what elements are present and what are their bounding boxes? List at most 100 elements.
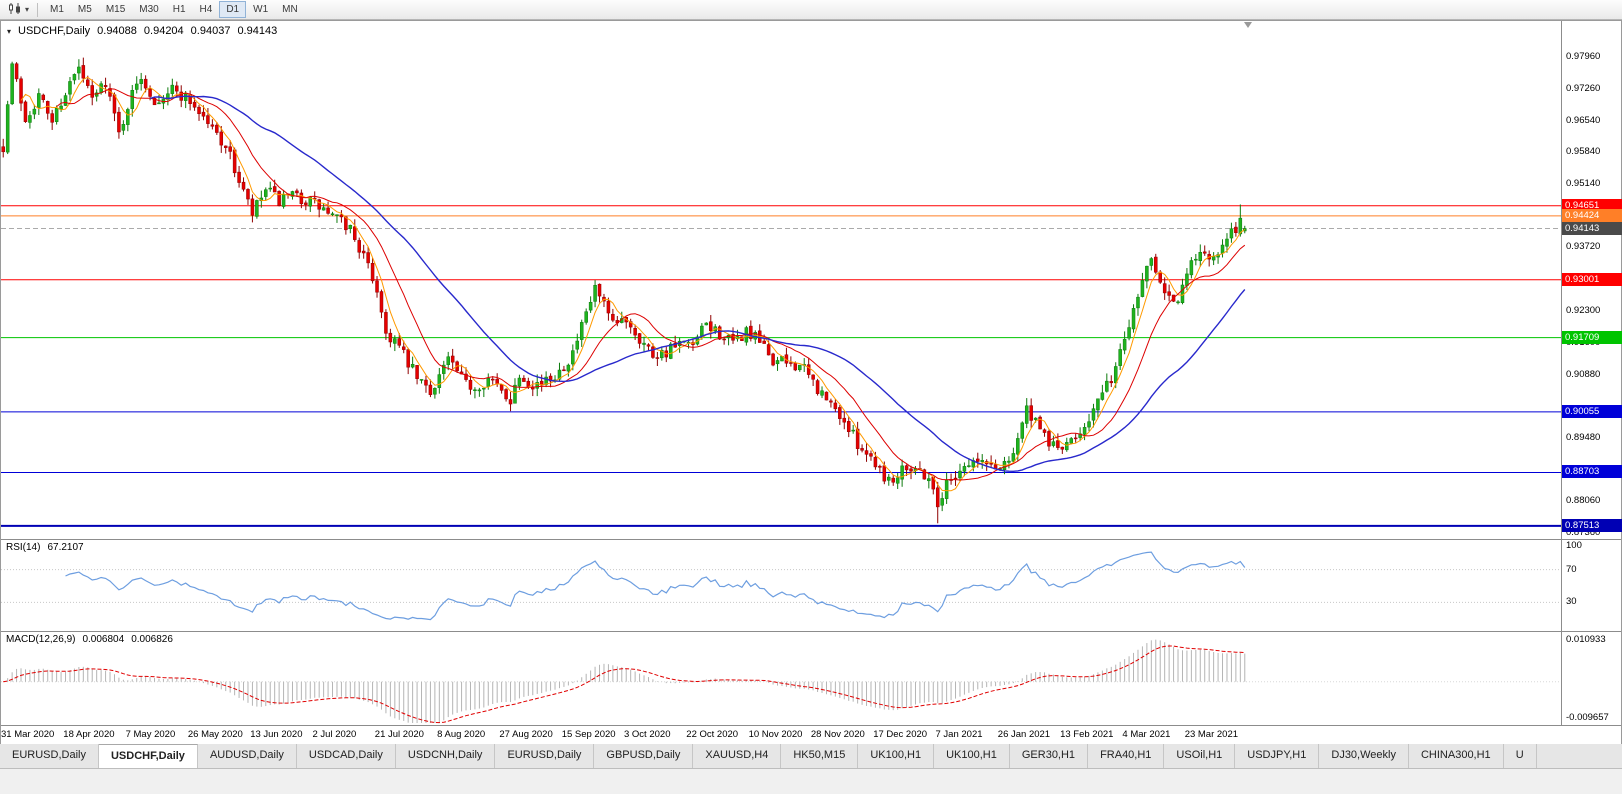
- price-tick: 0.93720: [1566, 241, 1601, 253]
- timeframe-h1[interactable]: H1: [166, 1, 193, 18]
- rsi-label: RSI(14): [6, 542, 41, 553]
- date-label: 7 Jan 2021: [935, 729, 983, 740]
- timeframe-buttons: M1 M5 M15 M30 H1 H4 D1 W1 MN: [43, 1, 305, 18]
- rsi-panel[interactable]: RSI(14) 67.2107 100 70 30: [1, 539, 1621, 631]
- date-label: 2 Jul 2020: [312, 729, 357, 740]
- price-tick: 0.97960: [1566, 51, 1601, 63]
- ohlc-low: 0.94037: [190, 25, 231, 37]
- macd-panel[interactable]: MACD(12,26,9) 0.006804 0.006826 0.010933…: [1, 631, 1621, 725]
- date-label: 13 Feb 2021: [1060, 729, 1114, 740]
- date-label: 27 Aug 2020: [499, 729, 553, 740]
- price-tick: 0.88060: [1566, 495, 1601, 507]
- chart-tab-china300-h1[interactable]: CHINA300,H1: [1408, 744, 1504, 768]
- level-price-label: 0.94424: [1562, 208, 1622, 222]
- chart-tab-uk100-h1[interactable]: UK100,H1: [934, 744, 1010, 768]
- chart-tab-usdcnh-daily[interactable]: USDCNH,Daily: [395, 744, 496, 768]
- price-tick: 0.87360: [1566, 526, 1601, 538]
- date-label: 21 Jul 2020: [374, 729, 424, 740]
- rsi-value: 67.2107: [47, 542, 84, 553]
- date-label: 8 Aug 2020: [437, 729, 486, 740]
- price-tick: 0.97260: [1566, 82, 1601, 94]
- rsi-axis-label: 30: [1566, 596, 1577, 608]
- chart-tab-audusd-daily[interactable]: AUDUSD,Daily: [197, 744, 297, 768]
- price-tick: 0.95140: [1566, 177, 1601, 189]
- chart-tab-ger30-h1[interactable]: GER30,H1: [1009, 744, 1089, 768]
- date-axis[interactable]: 31 Mar 2020 18 Apr 2020 7 May 2020 26 May 2…: [1, 725, 1621, 744]
- price-tick: 0.92300: [1566, 305, 1601, 317]
- level-price-label: 0.90055: [1562, 404, 1622, 418]
- level-price-label: 0.87513: [1562, 518, 1622, 532]
- timeframe-m1[interactable]: M1: [43, 1, 71, 18]
- chart-tab-fra40-h1[interactable]: FRA40,H1: [1088, 744, 1165, 768]
- level-price-label: 0.94651: [1562, 198, 1622, 212]
- rsi-header: RSI(14) 67.2107: [6, 542, 84, 553]
- timeframe-m15[interactable]: M15: [99, 1, 132, 18]
- rsi-axis-label: 100: [1566, 540, 1582, 551]
- triangle-down-icon: ▾: [7, 26, 12, 36]
- date-label: 18 Apr 2020: [63, 729, 115, 740]
- chart-tab-eurusd-daily[interactable]: EURUSD,Daily: [495, 744, 595, 768]
- chart-type-button[interactable]: ▾: [4, 1, 32, 19]
- date-label: 28 Nov 2020: [810, 729, 865, 740]
- chart-tab-uk100-h1[interactable]: UK100,H1: [858, 744, 935, 768]
- date-label: 22 Oct 2020: [686, 729, 739, 740]
- chevron-down-icon: ▾: [25, 4, 30, 14]
- timeframe-w1[interactable]: W1: [246, 1, 275, 18]
- chart-tab-dj30-weekly[interactable]: DJ30,Weekly: [1319, 744, 1409, 768]
- macd-axis: 0.010933 -0.009657: [1561, 632, 1621, 725]
- chart-tab-usoil-h1[interactable]: USOil,H1: [1164, 744, 1236, 768]
- timeframe-mn[interactable]: MN: [275, 1, 305, 18]
- chart-tab-eurusd-daily[interactable]: EURUSD,Daily: [0, 744, 99, 768]
- timeframe-h4[interactable]: H4: [193, 1, 220, 18]
- price-panel[interactable]: ▾ USDCHF,Daily 0.94088 0.94204 0.94037 0…: [1, 21, 1622, 539]
- current-price-label: 0.94143: [1562, 221, 1622, 235]
- price-tick: 0.89480: [1566, 431, 1601, 443]
- date-label: 3 Oct 2020: [624, 729, 671, 740]
- date-label: 15 Sep 2020: [561, 729, 616, 740]
- price-axis[interactable]: 0.97960 0.97260 0.96540 0.95840 0.95140 0.937…: [1561, 21, 1622, 539]
- chart-window: ▾ USDCHF,Daily 0.94088 0.94204 0.94037 0…: [0, 20, 1622, 744]
- macd-signal-value: 0.006826: [131, 634, 173, 645]
- price-tick: 0.96540: [1566, 115, 1601, 126]
- date-label: 4 Mar 2021: [1122, 729, 1171, 740]
- toolbar-separator: [37, 2, 39, 17]
- chart-tabs: EURUSD,Daily USDCHF,Daily AUDUSD,Daily USDC…: [0, 744, 1622, 769]
- macd-axis-bottom-label: -0.009657: [1566, 712, 1609, 723]
- date-label: 26 Jan 2021: [997, 729, 1051, 740]
- chart-tab-gbpusd-daily[interactable]: GBPUSD,Daily: [594, 744, 694, 768]
- chart-tab-usdchf-daily[interactable]: USDCHF,Daily: [98, 744, 198, 768]
- rsi-axis-label: 70: [1566, 563, 1577, 575]
- macd-axis-top-label: 0.010933: [1566, 634, 1606, 645]
- ohlc-open: 0.94088: [97, 25, 137, 37]
- level-price-label: 0.93001: [1562, 272, 1622, 286]
- level-price-label: 0.91709: [1562, 330, 1622, 344]
- chart-tab-hk50-m15[interactable]: HK50,M15: [781, 744, 859, 768]
- ohlc-high: 0.94204: [143, 25, 184, 37]
- macd-value: 0.006804: [82, 634, 125, 645]
- price-chart[interactable]: [1, 21, 1561, 539]
- macd-chart[interactable]: [1, 632, 1561, 726]
- ohlc-close: 0.94143: [237, 25, 278, 37]
- timeframe-m30[interactable]: M30: [132, 1, 165, 18]
- chart-tab-xauusd-h4[interactable]: XAUUSD,H4: [693, 744, 782, 768]
- date-label: 23 Mar 2021: [1184, 729, 1239, 740]
- chart-tab-usdjpy-h1[interactable]: USDJPY,H1: [1235, 744, 1320, 768]
- timeframe-toolbar: ▾ M1 M5 M15 M30 H1 H4 D1 W1 MN: [0, 0, 1622, 20]
- rsi-axis[interactable]: 100 70 30: [1561, 540, 1621, 631]
- date-label: 10 Nov 2020: [748, 729, 803, 740]
- timeframe-m5[interactable]: M5: [71, 1, 99, 18]
- price-tick: 0.95840: [1566, 146, 1601, 158]
- chart-tab-u[interactable]: U: [1503, 744, 1537, 768]
- rsi-chart[interactable]: [1, 540, 1561, 632]
- chart-tab-usdcad-daily[interactable]: USDCAD,Daily: [296, 744, 396, 768]
- status-area: [0, 769, 1622, 794]
- date-label: 26 May 2020: [187, 729, 243, 740]
- chart-symbol-period: USDCHF,Daily: [18, 25, 91, 37]
- date-label: 31 Mar 2020: [1, 729, 55, 740]
- timeframe-d1[interactable]: D1: [219, 1, 247, 18]
- macd-label: MACD(12,26,9): [6, 634, 76, 645]
- price-tick: 0.90880: [1566, 368, 1601, 380]
- macd-header: MACD(12,26,9) 0.006804 0.006826: [6, 634, 173, 645]
- date-label: 13 Jun 2020: [250, 729, 303, 740]
